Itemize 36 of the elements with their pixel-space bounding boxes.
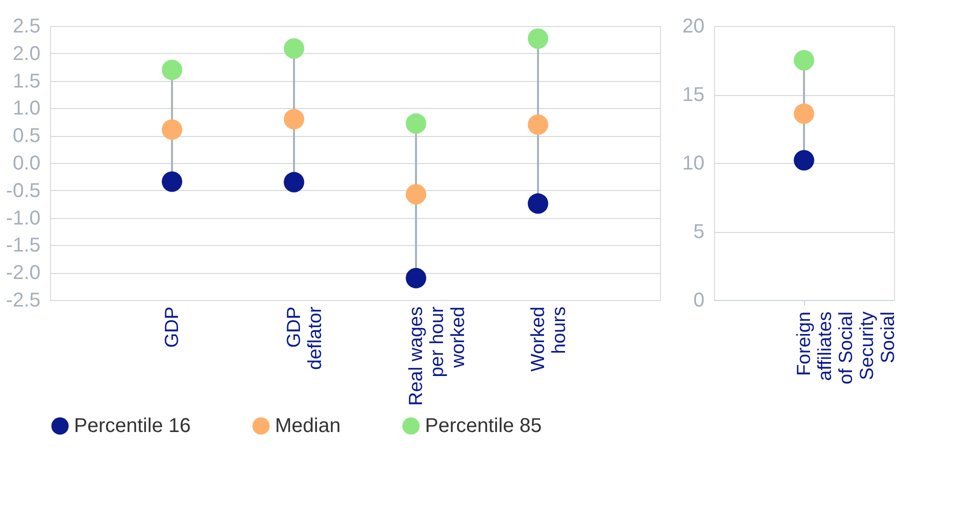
point (162, 171, 182, 192)
point (406, 268, 426, 288)
x-tick-label: Worked hours (528, 306, 570, 372)
y-tick-label: 2.5 (12, 16, 40, 38)
y-tick-label: -2.0 (6, 262, 40, 284)
y-tick-label: 5 (693, 221, 704, 243)
point (528, 193, 548, 214)
legend-label: Percentile 16 (74, 415, 191, 437)
y-tick-label: 10 (682, 152, 704, 174)
point (284, 38, 304, 59)
y-tick-label: 1.5 (12, 70, 40, 92)
y-tick-label: -1.5 (6, 234, 40, 257)
point (406, 113, 426, 134)
y-tick-label: 20 (682, 16, 704, 38)
x-tick-label: Foreign affiliates of Social Security Social (794, 311, 899, 384)
y-tick-label: 0 (693, 290, 704, 312)
y-tick-label: 2.0 (12, 42, 40, 65)
y-tick-label: -0.5 (6, 180, 40, 202)
legend-label: Percentile 85 (425, 415, 542, 437)
x-tick-label: GDP deflator (284, 306, 326, 370)
x-tick-label: Real wages per hour worked (406, 306, 469, 406)
point (284, 172, 304, 192)
y-tick-label: -1.0 (6, 207, 40, 230)
y-tick-label: 0.5 (12, 125, 40, 148)
point (406, 184, 426, 204)
point (162, 119, 182, 140)
y-tick-label: 15 (682, 84, 704, 106)
point (284, 108, 304, 130)
y-tick-label: -2.5 (6, 290, 40, 312)
point (528, 114, 548, 135)
x-tick-label: GDP (162, 306, 183, 348)
y-tick-label: 1.0 (12, 98, 40, 120)
y-tick-label: 0.0 (12, 152, 40, 174)
point (528, 28, 548, 49)
point (162, 60, 182, 80)
legend-label: Median (275, 415, 341, 437)
